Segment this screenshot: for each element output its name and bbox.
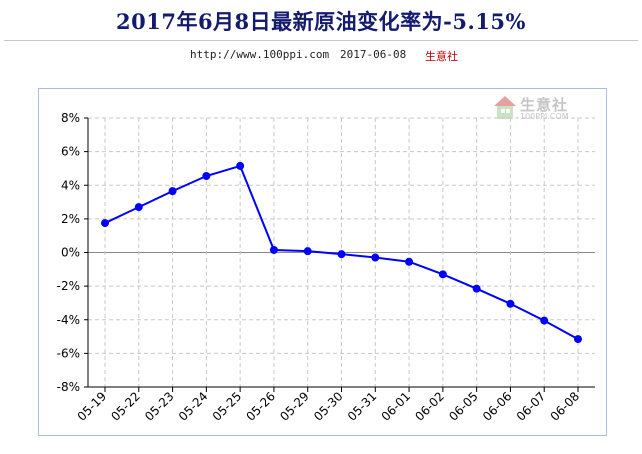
y-tick-label: 6% [61, 145, 80, 159]
data-point [236, 161, 245, 170]
brand-link[interactable]: 生意社 [425, 50, 458, 63]
x-tick-label: 05-22 [108, 389, 143, 424]
y-tick-label: -2% [57, 279, 80, 293]
watermark: 生意社 100PPI.COM [492, 94, 592, 128]
y-tick-label: -8% [57, 380, 80, 394]
data-point [337, 250, 346, 259]
y-tick-label: -4% [57, 313, 80, 327]
data-point [574, 335, 582, 344]
x-tick-label: 06-05 [446, 389, 481, 424]
x-tick-label: 05-30 [311, 389, 346, 424]
y-tick-label: 0% [61, 246, 80, 260]
y-tick-label: -6% [57, 346, 80, 360]
data-point [168, 187, 177, 196]
data-point [472, 284, 481, 293]
watermark-text: 生意社 [520, 96, 569, 114]
x-tick-label: 06-01 [379, 389, 414, 424]
x-tick-label: 05-25 [210, 389, 245, 424]
title-divider [4, 40, 638, 41]
data-point [303, 247, 312, 256]
data-point [438, 270, 447, 279]
data-point [506, 299, 515, 308]
y-tick-label: 2% [61, 212, 80, 226]
data-point [101, 219, 109, 228]
x-tick-label: 05-23 [142, 389, 177, 424]
x-tick-label: 05-19 [75, 389, 110, 424]
data-point [269, 245, 278, 254]
x-tick-label: 06-08 [548, 389, 583, 424]
x-tick-label: 05-29 [277, 389, 312, 424]
y-tick-label: 4% [61, 178, 80, 192]
x-tick-label: 05-24 [176, 389, 211, 424]
data-point [202, 172, 211, 181]
data-point [540, 316, 549, 325]
x-tick-label: 06-07 [514, 389, 549, 424]
house-logo-icon [494, 96, 516, 119]
watermark-sub: 100PPI.COM [520, 112, 569, 121]
chart-title: 2017年6月8日最新原油变化率为-5.15% [116, 9, 526, 34]
x-tick-label: 05-31 [345, 389, 380, 424]
data-point [371, 253, 380, 262]
chart-frame [38, 88, 607, 436]
y-tick-label: 8% [61, 111, 80, 125]
data-point [134, 203, 143, 212]
x-tick-label: 06-06 [480, 389, 515, 424]
x-tick-label: 05-26 [243, 389, 278, 424]
publish-date: 2017-06-08 [340, 48, 407, 61]
x-tick-label: 06-02 [412, 389, 447, 424]
source-url[interactable]: http://www.100ppi.com [190, 48, 330, 61]
data-point [405, 257, 414, 266]
